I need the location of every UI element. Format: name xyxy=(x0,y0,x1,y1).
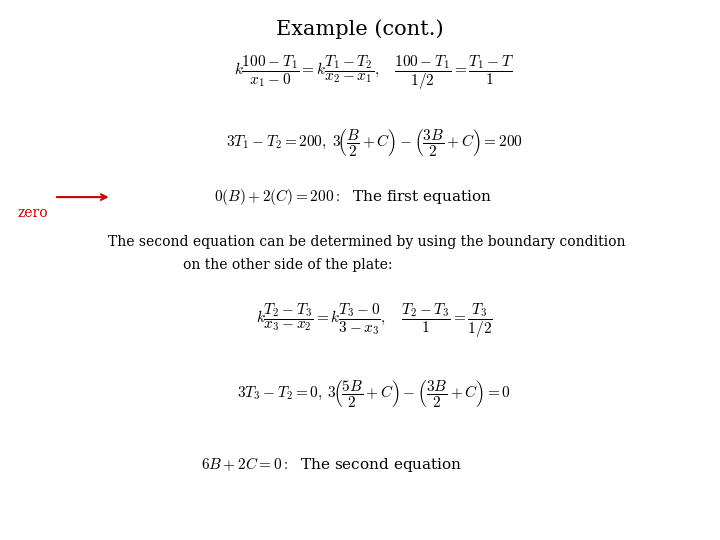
Text: $3T_3 - T_2 = 0,\; 3\!\left(\dfrac{5B}{2}+C\right) - \left(\dfrac{3B}{2}+C\right: $3T_3 - T_2 = 0,\; 3\!\left(\dfrac{5B}{2… xyxy=(238,379,511,410)
Text: $0(B)+2(C)=200{:}$  The first equation: $0(B)+2(C)=200{:}$ The first equation xyxy=(214,187,492,207)
Text: on the other side of the plate:: on the other side of the plate: xyxy=(184,258,392,272)
Text: The second equation can be determined by using the boundary condition: The second equation can be determined by… xyxy=(109,235,626,249)
Text: zero: zero xyxy=(18,206,49,220)
Text: $6B+2C=0{:}$  The second equation: $6B+2C=0{:}$ The second equation xyxy=(200,455,462,474)
Text: Example (cont.): Example (cont.) xyxy=(276,19,444,38)
Text: $k\dfrac{T_2-T_3}{x_3-x_2} = k\dfrac{T_3-0}{3-x_3},\quad \dfrac{T_2-T_3}{1} = \d: $k\dfrac{T_2-T_3}{x_3-x_2} = k\dfrac{T_3… xyxy=(256,302,492,341)
Text: $k\dfrac{100-T_1}{x_1-0} = k\dfrac{T_1-T_2}{x_2-x_1},\quad \dfrac{100-T_1}{1/2} : $k\dfrac{100-T_1}{x_1-0} = k\dfrac{T_1-T… xyxy=(234,53,515,92)
Text: $3T_1 - T_2 = 200,\; 3\!\left(\dfrac{B}{2}+C\right) - \left(\dfrac{3B}{2}+C\righ: $3T_1 - T_2 = 200,\; 3\!\left(\dfrac{B}{… xyxy=(226,127,523,159)
